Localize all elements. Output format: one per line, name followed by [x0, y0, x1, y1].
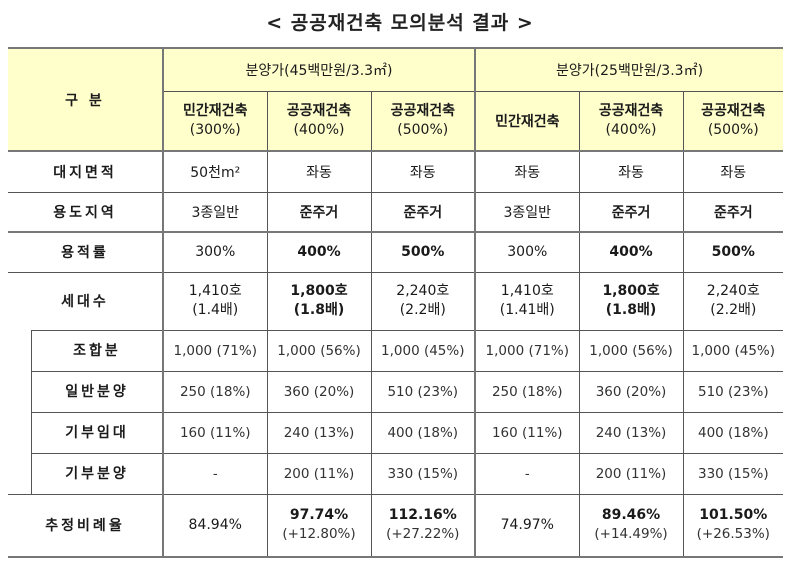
cell: 200 (11%) [578, 452, 684, 495]
row-label-cell: 기부분양 [8, 453, 164, 495]
cell: 준주거 [266, 191, 372, 233]
page-title: < 공공재건축 모의분석 결과 > [266, 12, 534, 34]
cell: 330 (15%) [370, 452, 476, 495]
simulation-results-table: 구 분 분양가(45백만원/3.3㎡) 분양가(25백만원/3.3㎡) 민간재건… [8, 47, 784, 558]
row-label: 기부임대 [31, 412, 162, 453]
row-label: 조합분 [31, 330, 162, 371]
table-row-donated-rental: 기부임대 160 (11%) 240 (13%) 400 (18%) 160 (… [8, 411, 784, 454]
cell: 1,000 (56%) [578, 329, 684, 372]
cell: 400% [266, 231, 372, 273]
cell: 1,000 (45%) [370, 329, 476, 372]
table-row-donated-sale: 기부분양 - 200 (11%) 330 (15%) - 200 (11%) 3… [8, 452, 784, 495]
cell: 240 (13%) [266, 411, 372, 454]
column-header-private-300: 민간재건축 (300%) [162, 90, 268, 152]
cell: 좌동 [682, 150, 784, 193]
table-row-general-sale: 일반분양 250 (18%) 360 (20%) 510 (23%) 250 (… [8, 370, 784, 413]
cell: 1,410호 (1.41배) [474, 271, 580, 331]
cell: 250 (18%) [162, 370, 268, 413]
row-label: 용도지역 [8, 191, 164, 233]
cell: 50천m² [162, 150, 268, 193]
row-label: 기부분양 [31, 453, 162, 494]
cell: 1,000 (71%) [474, 329, 580, 372]
cell: 좌동 [474, 150, 580, 193]
cell: 510 (23%) [682, 370, 784, 413]
table-row-zoning: 용도지역 3종일반 준주거 준주거 3종일반 준주거 준주거 [8, 191, 784, 233]
cell: 160 (11%) [474, 411, 580, 454]
cell: 97.74% (+12.80%) [266, 494, 372, 558]
column-header-public-500: 공공재건축 (500%) [370, 90, 476, 152]
row-label: 세대수 [8, 271, 164, 330]
column-header-private: 민간재건축 [474, 90, 580, 152]
cell: 360 (20%) [578, 370, 684, 413]
cell: 준주거 [682, 191, 784, 233]
column-header-public-400-b: 공공재건축 (400%) [578, 90, 684, 152]
cell: 준주거 [370, 191, 476, 233]
cell: 84.94% [162, 494, 268, 558]
cell: 360 (20%) [266, 370, 372, 413]
row-label: 용적률 [8, 231, 164, 273]
cell: 준주거 [578, 191, 684, 233]
row-label-cell: 기부임대 [8, 412, 164, 453]
cell: 1,410호 (1.4배) [162, 271, 268, 331]
cell: 1,000 (45%) [682, 329, 784, 372]
table-row-union-share: 조합분 1,000 (71%) 1,000 (56%) 1,000 (45%) … [8, 329, 784, 372]
cell: 좌동 [370, 150, 476, 193]
cell: 300% [474, 231, 580, 273]
cell: 112.16% (+27.22%) [370, 494, 476, 558]
cell: 400 (18%) [370, 411, 476, 454]
cell: 400% [578, 231, 684, 273]
cell: 1,800호 (1.8배) [578, 271, 684, 331]
cell: 160 (11%) [162, 411, 268, 454]
cell: - [474, 452, 580, 495]
cell: 89.46% (+14.49%) [578, 494, 684, 558]
group-header-25m: 분양가(25백만원/3.3㎡) [474, 47, 784, 92]
cell: 1,000 (56%) [266, 329, 372, 372]
cell: 좌동 [578, 150, 684, 193]
cell: 1,000 (71%) [162, 329, 268, 372]
row-label: 대지면적 [8, 150, 164, 193]
cell: 101.50% (+26.53%) [682, 494, 784, 558]
row-label-cell: 조합분 [8, 330, 164, 371]
row-label: 일반분양 [31, 371, 162, 412]
table-row-units: 세대수 1,410호 (1.4배) 1,800호 (1.8배) 2,240호 (… [8, 271, 784, 331]
cell: 250 (18%) [474, 370, 580, 413]
column-header-public-400: 공공재건축 (400%) [266, 90, 372, 152]
cell: 240 (13%) [578, 411, 684, 454]
row-label-cell: 일반분양 [8, 371, 164, 412]
cell: 1,800호 (1.8배) [266, 271, 372, 331]
cell: 2,240호 (2.2배) [370, 271, 476, 331]
cell: 200 (11%) [266, 452, 372, 495]
cell: 300% [162, 231, 268, 273]
cell: - [162, 452, 268, 495]
cell: 510 (23%) [370, 370, 476, 413]
cell: 2,240호 (2.2배) [682, 271, 784, 331]
group-header-45m: 분양가(45백만원/3.3㎡) [161, 47, 476, 92]
table-row-estimated-ratio: 추정비례율 84.94% 97.74% (+12.80%) 112.16% (+… [8, 494, 784, 558]
cell: 3종일반 [474, 191, 580, 233]
table-row-far: 용적률 300% 400% 500% 300% 400% 500% [8, 231, 784, 273]
row-label: 추정비례율 [8, 494, 164, 558]
table-row-site-area: 대지면적 50천m² 좌동 좌동 좌동 좌동 좌동 [8, 150, 784, 193]
cell: 500% [370, 231, 476, 273]
category-header: 구 분 [8, 47, 164, 152]
cell: 좌동 [266, 150, 372, 193]
cell: 400 (18%) [682, 411, 784, 454]
column-header-public-500-b: 공공재건축 (500%) [682, 90, 784, 152]
cell: 3종일반 [162, 191, 268, 233]
cell: 330 (15%) [682, 452, 784, 495]
cell: 74.97% [474, 494, 580, 558]
cell: 500% [682, 231, 784, 273]
